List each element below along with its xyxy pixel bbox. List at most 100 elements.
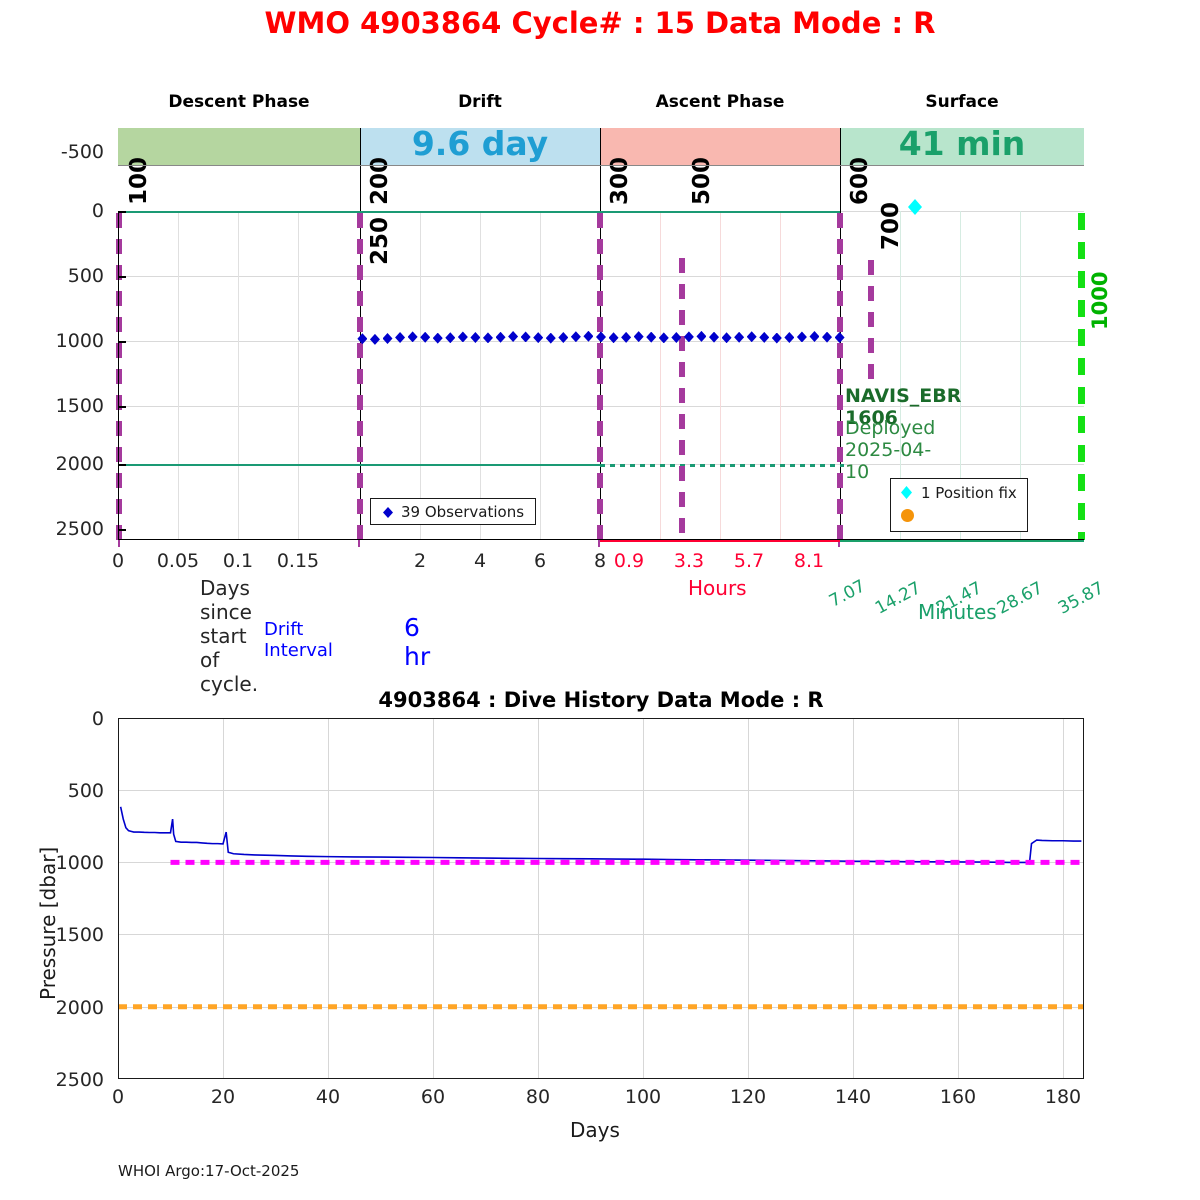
lytick-500: 500 <box>67 780 104 802</box>
observation-point <box>771 332 782 344</box>
marker-dash-100 <box>116 213 122 540</box>
lytick-0: 0 <box>91 708 104 730</box>
observation-point <box>658 332 669 344</box>
reference-line-surface <box>118 211 840 213</box>
gridline-x-2 <box>238 211 239 540</box>
observation-point <box>683 331 694 343</box>
observation-point <box>809 330 820 342</box>
lower-yaxis-label: Pressure [dbar] <box>36 846 60 1000</box>
gridline-x-10 <box>900 211 901 540</box>
lytick-2000: 2000 <box>55 997 104 1019</box>
phase-label-surface: Surface <box>925 92 999 112</box>
xtick-days-005: 0.05 <box>156 550 200 572</box>
lxtick-40: 40 <box>315 1086 341 1108</box>
xaxis-label-minutes: Minutes <box>918 600 997 624</box>
observation-point <box>420 331 431 343</box>
lower-xaxis-label: Days <box>570 1118 620 1142</box>
observation-point <box>709 331 720 343</box>
observation-point <box>746 331 757 343</box>
upper-axes-frame <box>118 211 1084 540</box>
lxtick-60: 60 <box>420 1086 446 1108</box>
observation-point <box>696 330 707 342</box>
xtick-min-707: 7.07 <box>826 576 869 612</box>
phase-separator-1 <box>360 128 362 165</box>
observation-point <box>796 331 807 343</box>
observation-point <box>520 331 531 343</box>
xtickmark-ascent-start <box>598 540 601 547</box>
gridline-x-1 <box>178 211 179 540</box>
lxtick-120: 120 <box>729 1086 767 1108</box>
lxtick-80: 80 <box>525 1086 551 1108</box>
phase-separator-3 <box>840 128 842 165</box>
xaxis-label-hours: Hours <box>688 576 747 600</box>
phase-label-drift: Drift <box>458 92 502 112</box>
lgridline-x-100 <box>643 718 644 1079</box>
position-fix-marker <box>908 199 922 215</box>
observations-legend-box: 39 Observations <box>370 498 536 525</box>
lgridline-y-1500 <box>118 934 1084 935</box>
drift-interval-value: 6 hr <box>404 613 431 671</box>
observation-point <box>545 332 556 344</box>
drift-interval-label: Drift Interval <box>264 619 333 661</box>
observations-legend-marker <box>383 507 393 518</box>
xtick-days-01: 0.1 <box>222 550 254 572</box>
xaxis-minutes-segment <box>840 540 1084 542</box>
observation-point <box>834 332 845 343</box>
lxtick-180: 180 <box>1044 1086 1082 1108</box>
gridline-x-8 <box>720 211 721 540</box>
xtick-hours-33: 3.3 <box>673 550 705 572</box>
phase-band-drift <box>360 128 600 165</box>
xtick-drift-6: 6 <box>533 550 547 572</box>
observation-point <box>457 331 468 343</box>
xtick-min-2867: 28.67 <box>994 578 1047 619</box>
lgridline-x-140 <box>853 718 854 1079</box>
vlabel-1000-green: 1000 <box>1088 271 1112 330</box>
gridline-x-12 <box>1020 211 1021 540</box>
observation-point <box>721 332 732 344</box>
observation-point <box>608 332 619 344</box>
lytick-1000: 1000 <box>55 852 104 874</box>
observation-point <box>646 331 657 343</box>
ytick-neg500: -500 <box>60 141 104 163</box>
position-fix-legend-box: 1 Position fix <box>890 478 1028 532</box>
reference-line-2000-dotted <box>600 464 844 467</box>
observation-point <box>533 332 544 344</box>
marker-dash-600 <box>837 213 843 540</box>
drift-duration-text: 9.6 day <box>411 124 549 163</box>
trace-park-pressure <box>119 806 1082 866</box>
observation-point <box>432 332 443 344</box>
upper-axes-top <box>118 165 1084 167</box>
observation-point <box>482 332 493 344</box>
observation-point <box>822 331 833 343</box>
marker-dash-250 <box>357 213 363 540</box>
ytick-2000: 2000 <box>55 453 104 475</box>
xtickmark-0 <box>118 540 120 547</box>
phase-band-surface <box>840 128 1084 165</box>
lgridline-x-120 <box>748 718 749 1079</box>
ytickmark-2500 <box>118 529 126 531</box>
observation-point <box>759 331 770 343</box>
observation-point <box>583 330 594 342</box>
lytick-1500: 1500 <box>55 924 104 946</box>
lgridline-x-160 <box>958 718 959 1079</box>
ytickmark-1000 <box>118 341 126 343</box>
xtick-hours-09: 0.9 <box>613 550 645 572</box>
observation-point <box>495 331 506 343</box>
observation-point <box>633 331 644 343</box>
ytick-0: 0 <box>91 200 104 222</box>
xtick-min-3587: 35.87 <box>1055 578 1108 619</box>
surface-duration-text: 41 min <box>898 124 1026 163</box>
observation-point <box>570 331 581 343</box>
lgridline-y-1000 <box>118 862 1084 863</box>
lgridline-x-20 <box>223 718 224 1079</box>
observation-point <box>445 332 456 344</box>
marker-dash-500 <box>679 258 685 540</box>
ytickmark-1500 <box>118 406 126 408</box>
phase-label-descent: Descent Phase <box>168 92 310 112</box>
float-deployed-label: Deployed 2025-04-10 <box>845 417 936 483</box>
observation-point <box>671 332 682 343</box>
ytickmark-2000 <box>118 464 126 466</box>
lxtick-0: 0 <box>111 1086 125 1108</box>
xtickmark-drift-start <box>358 540 361 547</box>
xaxis-hours-segment <box>600 540 840 542</box>
